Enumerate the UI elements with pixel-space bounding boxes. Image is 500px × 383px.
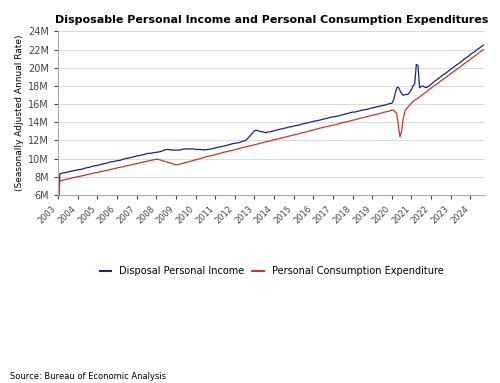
- Text: Source: Bureau of Economic Analysis: Source: Bureau of Economic Analysis: [10, 372, 166, 381]
- Personal Consumption Expenditure: [82, 173, 87, 178]
- Title: Disposable Personal Income and Personal Consumption Expenditures: Disposable Personal Income and Personal …: [55, 15, 488, 25]
- Disposal Personal Income: [88, 164, 94, 169]
- Legend: Disposal Personal Income, Personal Consumption Expenditure: Disposal Personal Income, Personal Consu…: [96, 262, 448, 280]
- Disposal Personal Income: [418, 84, 424, 89]
- Disposal Personal Income: [212, 146, 218, 151]
- Personal Consumption Expenditure: [55, 213, 61, 218]
- Disposal Personal Income: [82, 166, 87, 171]
- Personal Consumption Expenditure: [480, 47, 486, 52]
- Personal Consumption Expenditure: [276, 136, 282, 141]
- Personal Consumption Expenditure: [212, 152, 218, 157]
- Y-axis label: (Seasonally Adjusted Annual Rate): (Seasonally Adjusted Annual Rate): [15, 35, 24, 192]
- Disposal Personal Income: [276, 127, 282, 132]
- Line: Personal Consumption Expenditure: Personal Consumption Expenditure: [58, 49, 484, 215]
- Disposal Personal Income: [480, 43, 486, 47]
- Disposal Personal Income: [55, 210, 61, 214]
- Disposal Personal Income: [202, 147, 208, 152]
- Line: Disposal Personal Income: Disposal Personal Income: [58, 45, 484, 212]
- Personal Consumption Expenditure: [418, 93, 424, 98]
- Personal Consumption Expenditure: [88, 172, 94, 176]
- Personal Consumption Expenditure: [202, 155, 208, 159]
